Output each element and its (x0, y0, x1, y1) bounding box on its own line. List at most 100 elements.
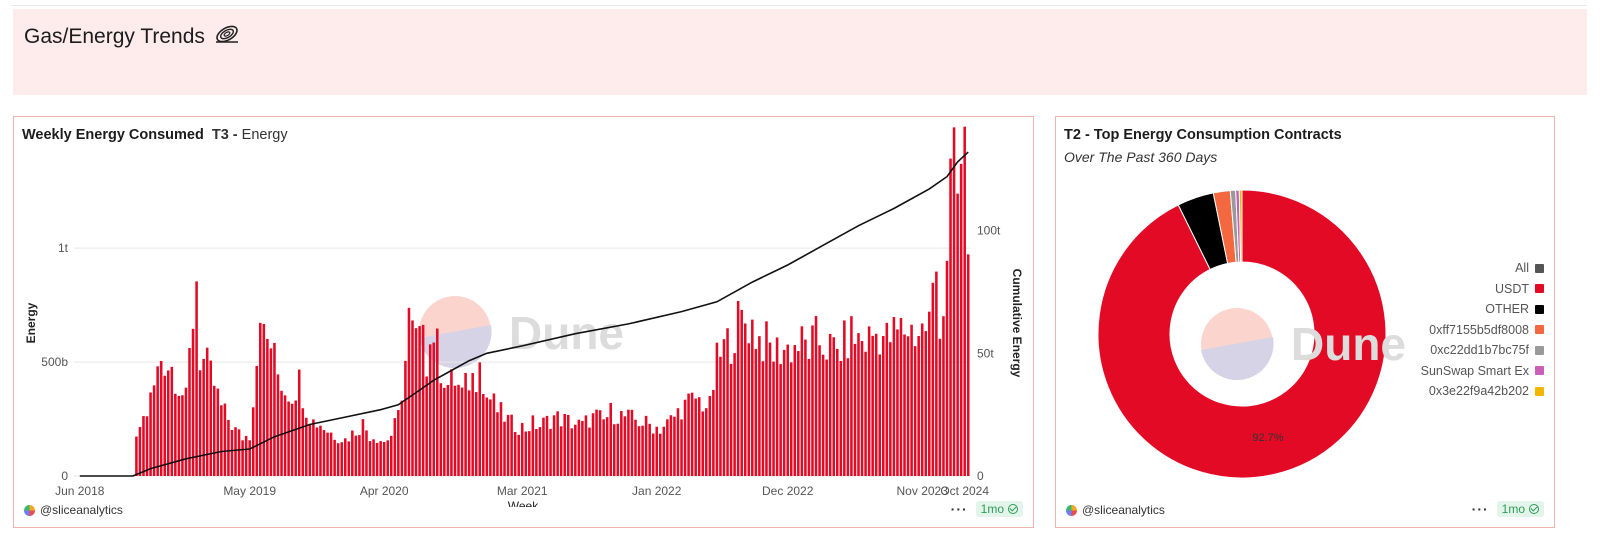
bar[interactable] (814, 316, 818, 476)
bar[interactable] (959, 163, 963, 476)
bar[interactable] (372, 439, 375, 476)
bar[interactable] (797, 351, 800, 476)
bar[interactable] (708, 395, 712, 476)
bar[interactable] (202, 358, 205, 476)
bar[interactable] (457, 384, 460, 476)
bar[interactable] (181, 395, 184, 476)
bar[interactable] (864, 351, 867, 476)
bar[interactable] (928, 311, 931, 476)
bar[interactable] (889, 342, 892, 476)
bar[interactable] (832, 337, 835, 476)
bar[interactable] (821, 354, 825, 476)
bar[interactable] (195, 281, 198, 476)
bar[interactable] (935, 271, 938, 476)
bar[interactable] (389, 435, 393, 476)
bar[interactable] (581, 421, 584, 476)
bar[interactable] (319, 425, 322, 476)
bar[interactable] (365, 430, 368, 476)
bar[interactable] (616, 423, 620, 476)
bar[interactable] (588, 427, 591, 476)
bar[interactable] (882, 335, 885, 476)
bar[interactable] (545, 415, 549, 476)
bar[interactable] (598, 410, 602, 476)
bar[interactable] (885, 322, 889, 476)
bar[interactable] (276, 374, 280, 476)
bar[interactable] (135, 436, 138, 476)
bar[interactable] (251, 407, 255, 476)
bar[interactable] (407, 307, 411, 476)
bar[interactable] (255, 365, 259, 476)
bar[interactable] (496, 412, 499, 476)
bar[interactable] (166, 370, 170, 476)
bar[interactable] (641, 425, 644, 476)
bar[interactable] (266, 338, 269, 476)
bar[interactable] (676, 408, 680, 476)
bar[interactable] (952, 127, 956, 476)
bar[interactable] (637, 426, 641, 476)
bar[interactable] (149, 392, 152, 476)
bar[interactable] (839, 360, 843, 476)
bar[interactable] (712, 389, 715, 476)
bar[interactable] (174, 393, 177, 476)
bar[interactable] (312, 419, 315, 476)
bar[interactable] (315, 427, 319, 476)
bar[interactable] (375, 442, 379, 476)
bar[interactable] (326, 432, 329, 476)
bar[interactable] (563, 413, 566, 476)
bar[interactable] (850, 316, 853, 476)
legend-item[interactable]: OTHER (1404, 299, 1544, 320)
bar[interactable] (818, 345, 821, 476)
bar[interactable] (602, 419, 605, 476)
legend-item[interactable]: 0x3e22f9a42b202 (1404, 381, 1544, 402)
bar[interactable] (775, 337, 779, 476)
more-options-icon[interactable]: ··· (950, 501, 968, 517)
bar[interactable] (680, 419, 683, 476)
bar[interactable] (623, 416, 627, 476)
bar[interactable] (828, 333, 832, 476)
bar[interactable] (903, 334, 906, 476)
bar[interactable] (651, 433, 655, 476)
bar[interactable] (188, 347, 191, 476)
bar[interactable] (301, 408, 305, 476)
bar[interactable] (358, 435, 361, 476)
bar[interactable] (719, 356, 722, 476)
bar[interactable] (450, 369, 453, 476)
bar[interactable] (517, 434, 520, 476)
bar[interactable] (213, 385, 216, 476)
bar[interactable] (655, 426, 659, 476)
bar[interactable] (336, 443, 340, 476)
bar[interactable] (694, 398, 697, 476)
bar[interactable] (549, 428, 552, 476)
bar[interactable] (340, 442, 343, 476)
bar[interactable] (159, 360, 163, 476)
bar[interactable] (471, 373, 474, 476)
bar[interactable] (736, 301, 740, 476)
bar[interactable] (142, 416, 145, 476)
bar[interactable] (510, 414, 513, 476)
legend-item[interactable]: SunSwap Smart Ex (1404, 361, 1544, 382)
bar[interactable] (793, 345, 797, 476)
bar[interactable] (241, 440, 244, 476)
bar[interactable] (595, 409, 598, 476)
bar[interactable] (825, 359, 828, 476)
bar[interactable] (283, 395, 287, 476)
bar[interactable] (418, 326, 421, 476)
bar[interactable] (683, 399, 687, 476)
bar[interactable] (697, 397, 701, 476)
bar[interactable] (262, 323, 266, 476)
bar[interactable] (574, 424, 577, 476)
top-contracts-title[interactable]: T2 - Top Energy Consumption Contracts (1064, 127, 1342, 143)
bar[interactable] (938, 338, 942, 476)
bar[interactable] (634, 419, 637, 476)
bar[interactable] (804, 339, 807, 476)
bar[interactable] (393, 418, 397, 476)
bar[interactable] (198, 370, 202, 476)
bar[interactable] (754, 348, 758, 476)
bar[interactable] (294, 400, 297, 476)
bar[interactable] (612, 424, 616, 476)
weekly-energy-title[interactable]: Weekly Energy Consumed T3 - Energy (22, 127, 288, 143)
bar[interactable] (644, 415, 648, 476)
bar[interactable] (308, 423, 312, 476)
bar[interactable] (436, 328, 439, 476)
bar[interactable] (591, 413, 595, 476)
